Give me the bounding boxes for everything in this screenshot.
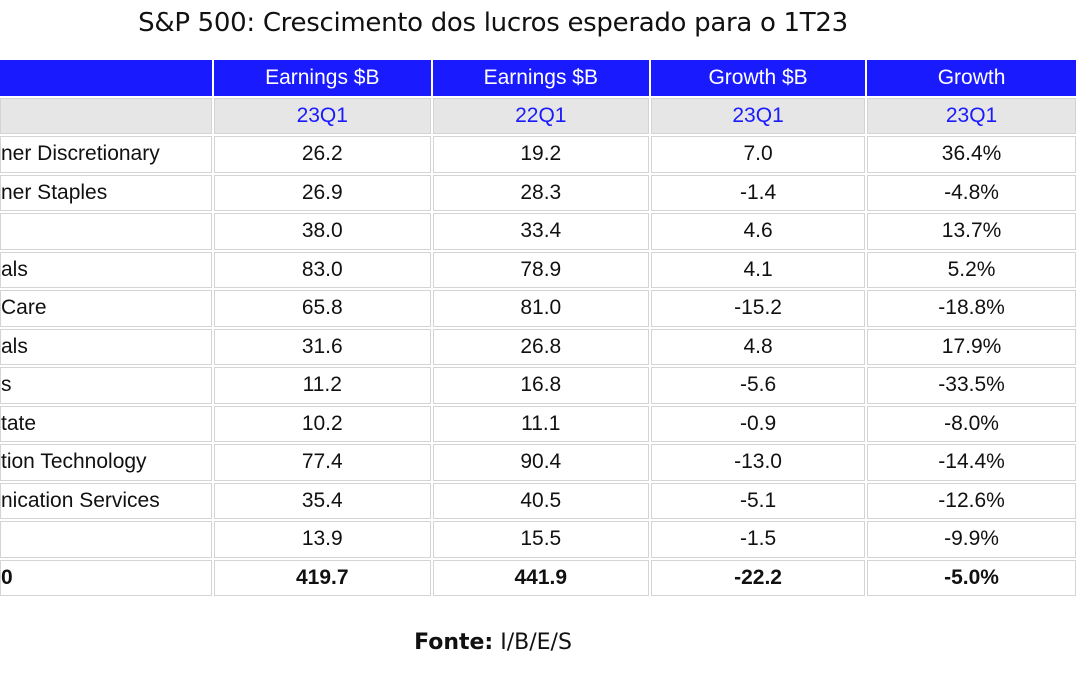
table-cell: 419.7 <box>214 559 431 596</box>
row-label: als <box>0 328 213 365</box>
table-cell: -14.4% <box>867 444 1076 481</box>
table-row: nication Services 35.4 40.5 -5.1 -12.6% <box>0 482 1076 519</box>
subheader-cell: 23Q1 <box>867 98 1076 134</box>
footer-source: I/B/E/S <box>500 630 572 655</box>
table-cell: -5.1 <box>651 482 866 519</box>
table-cell: 4.8 <box>651 328 866 365</box>
table-row: Care 65.8 81.0 -15.2 -18.8% <box>0 290 1076 327</box>
row-label: nication Services <box>0 482 213 519</box>
row-label <box>0 213 213 250</box>
row-label <box>0 521 213 558</box>
subheader-cell <box>0 98 213 134</box>
table-row: 38.0 33.4 4.6 13.7% <box>0 213 1076 250</box>
row-label: Care <box>0 290 213 327</box>
row-label: tate <box>0 405 213 442</box>
table-cell: 17.9% <box>867 328 1076 365</box>
table-row: als 31.6 26.8 4.8 17.9% <box>0 328 1076 365</box>
table-cell: -12.6% <box>867 482 1076 519</box>
table-cell: -22.2 <box>651 559 866 596</box>
table-cell: 11.2 <box>214 367 431 404</box>
table-cell: 15.5 <box>432 521 650 558</box>
header-cell: Growth $B <box>651 60 866 96</box>
table-cell: -4.8% <box>867 174 1076 211</box>
table-cell: -1.5 <box>651 521 866 558</box>
row-label: ner Staples <box>0 174 213 211</box>
table-row: tate 10.2 11.1 -0.9 -8.0% <box>0 405 1076 442</box>
table-cell: 90.4 <box>432 444 650 481</box>
table-cell: -33.5% <box>867 367 1076 404</box>
table-cell: -9.9% <box>867 521 1076 558</box>
earnings-table: Earnings $B Earnings $B Growth $B Growth 23Q… <box>0 58 1078 598</box>
subheader-cell: 22Q1 <box>432 98 650 134</box>
table-row: ner Staples 26.9 28.3 -1.4 -4.8% <box>0 174 1076 211</box>
table-cell: 441.9 <box>432 559 650 596</box>
table-cell: 28.3 <box>432 174 650 211</box>
table-cell: 40.5 <box>432 482 650 519</box>
title: S&P 500: Crescimento dos lucros esperado… <box>138 8 848 38</box>
header-cell: Earnings $B <box>214 60 431 96</box>
header-cell: Growth <box>867 60 1076 96</box>
table-row: s 11.2 16.8 -5.6 -33.5% <box>0 367 1076 404</box>
header-row: Earnings $B Earnings $B Growth $B Growth <box>0 60 1076 96</box>
table-cell: 35.4 <box>214 482 431 519</box>
header-cell <box>0 60 213 96</box>
table-cell: -8.0% <box>867 405 1076 442</box>
table-cell: 13.7% <box>867 213 1076 250</box>
header-cell: Earnings $B <box>432 60 650 96</box>
table-cell: -18.8% <box>867 290 1076 327</box>
subheader-cell: 23Q1 <box>214 98 431 134</box>
table-row: als 83.0 78.9 4.1 5.2% <box>0 251 1076 288</box>
table-cell: -5.0% <box>867 559 1076 596</box>
table-cell: 65.8 <box>214 290 431 327</box>
table-cell: -5.6 <box>651 367 866 404</box>
table-cell: 5.2% <box>867 251 1076 288</box>
table-cell: 26.2 <box>214 136 431 173</box>
row-label: ner Discretionary <box>0 136 213 173</box>
table-cell: 10.2 <box>214 405 431 442</box>
footer-label: Fonte: <box>414 630 494 655</box>
table-cell: 38.0 <box>214 213 431 250</box>
table-cell: 26.9 <box>214 174 431 211</box>
table-cell: -0.9 <box>651 405 866 442</box>
subheader-cell: 23Q1 <box>651 98 866 134</box>
table-cell: -13.0 <box>651 444 866 481</box>
table-row: ner Discretionary 26.2 19.2 7.0 36.4% <box>0 136 1076 173</box>
table-cell: 31.6 <box>214 328 431 365</box>
table-cell: 33.4 <box>432 213 650 250</box>
table-cell: 7.0 <box>651 136 866 173</box>
table-cell: 19.2 <box>432 136 650 173</box>
table-cell: 26.8 <box>432 328 650 365</box>
table-row: 13.9 15.5 -1.5 -9.9% <box>0 521 1076 558</box>
table-cell: 81.0 <box>432 290 650 327</box>
row-label: als <box>0 251 213 288</box>
table-row: 0 419.7 441.9 -22.2 -5.0% <box>0 559 1076 596</box>
row-label: 0 <box>0 559 213 596</box>
footer: Fonte: I/B/E/S <box>0 630 986 655</box>
table-cell: -1.4 <box>651 174 866 211</box>
row-label: s <box>0 367 213 404</box>
table-row: tion Technology 77.4 90.4 -13.0 -14.4% <box>0 444 1076 481</box>
table-cell: -15.2 <box>651 290 866 327</box>
subheader-row: 23Q1 22Q1 23Q1 23Q1 <box>0 98 1076 134</box>
row-label: tion Technology <box>0 444 213 481</box>
table-cell: 83.0 <box>214 251 431 288</box>
table-cell: 78.9 <box>432 251 650 288</box>
table-cell: 4.6 <box>651 213 866 250</box>
table-cell: 16.8 <box>432 367 650 404</box>
table-cell: 11.1 <box>432 405 650 442</box>
table-cell: 36.4% <box>867 136 1076 173</box>
table-cell: 4.1 <box>651 251 866 288</box>
table-cell: 13.9 <box>214 521 431 558</box>
table-cell: 77.4 <box>214 444 431 481</box>
